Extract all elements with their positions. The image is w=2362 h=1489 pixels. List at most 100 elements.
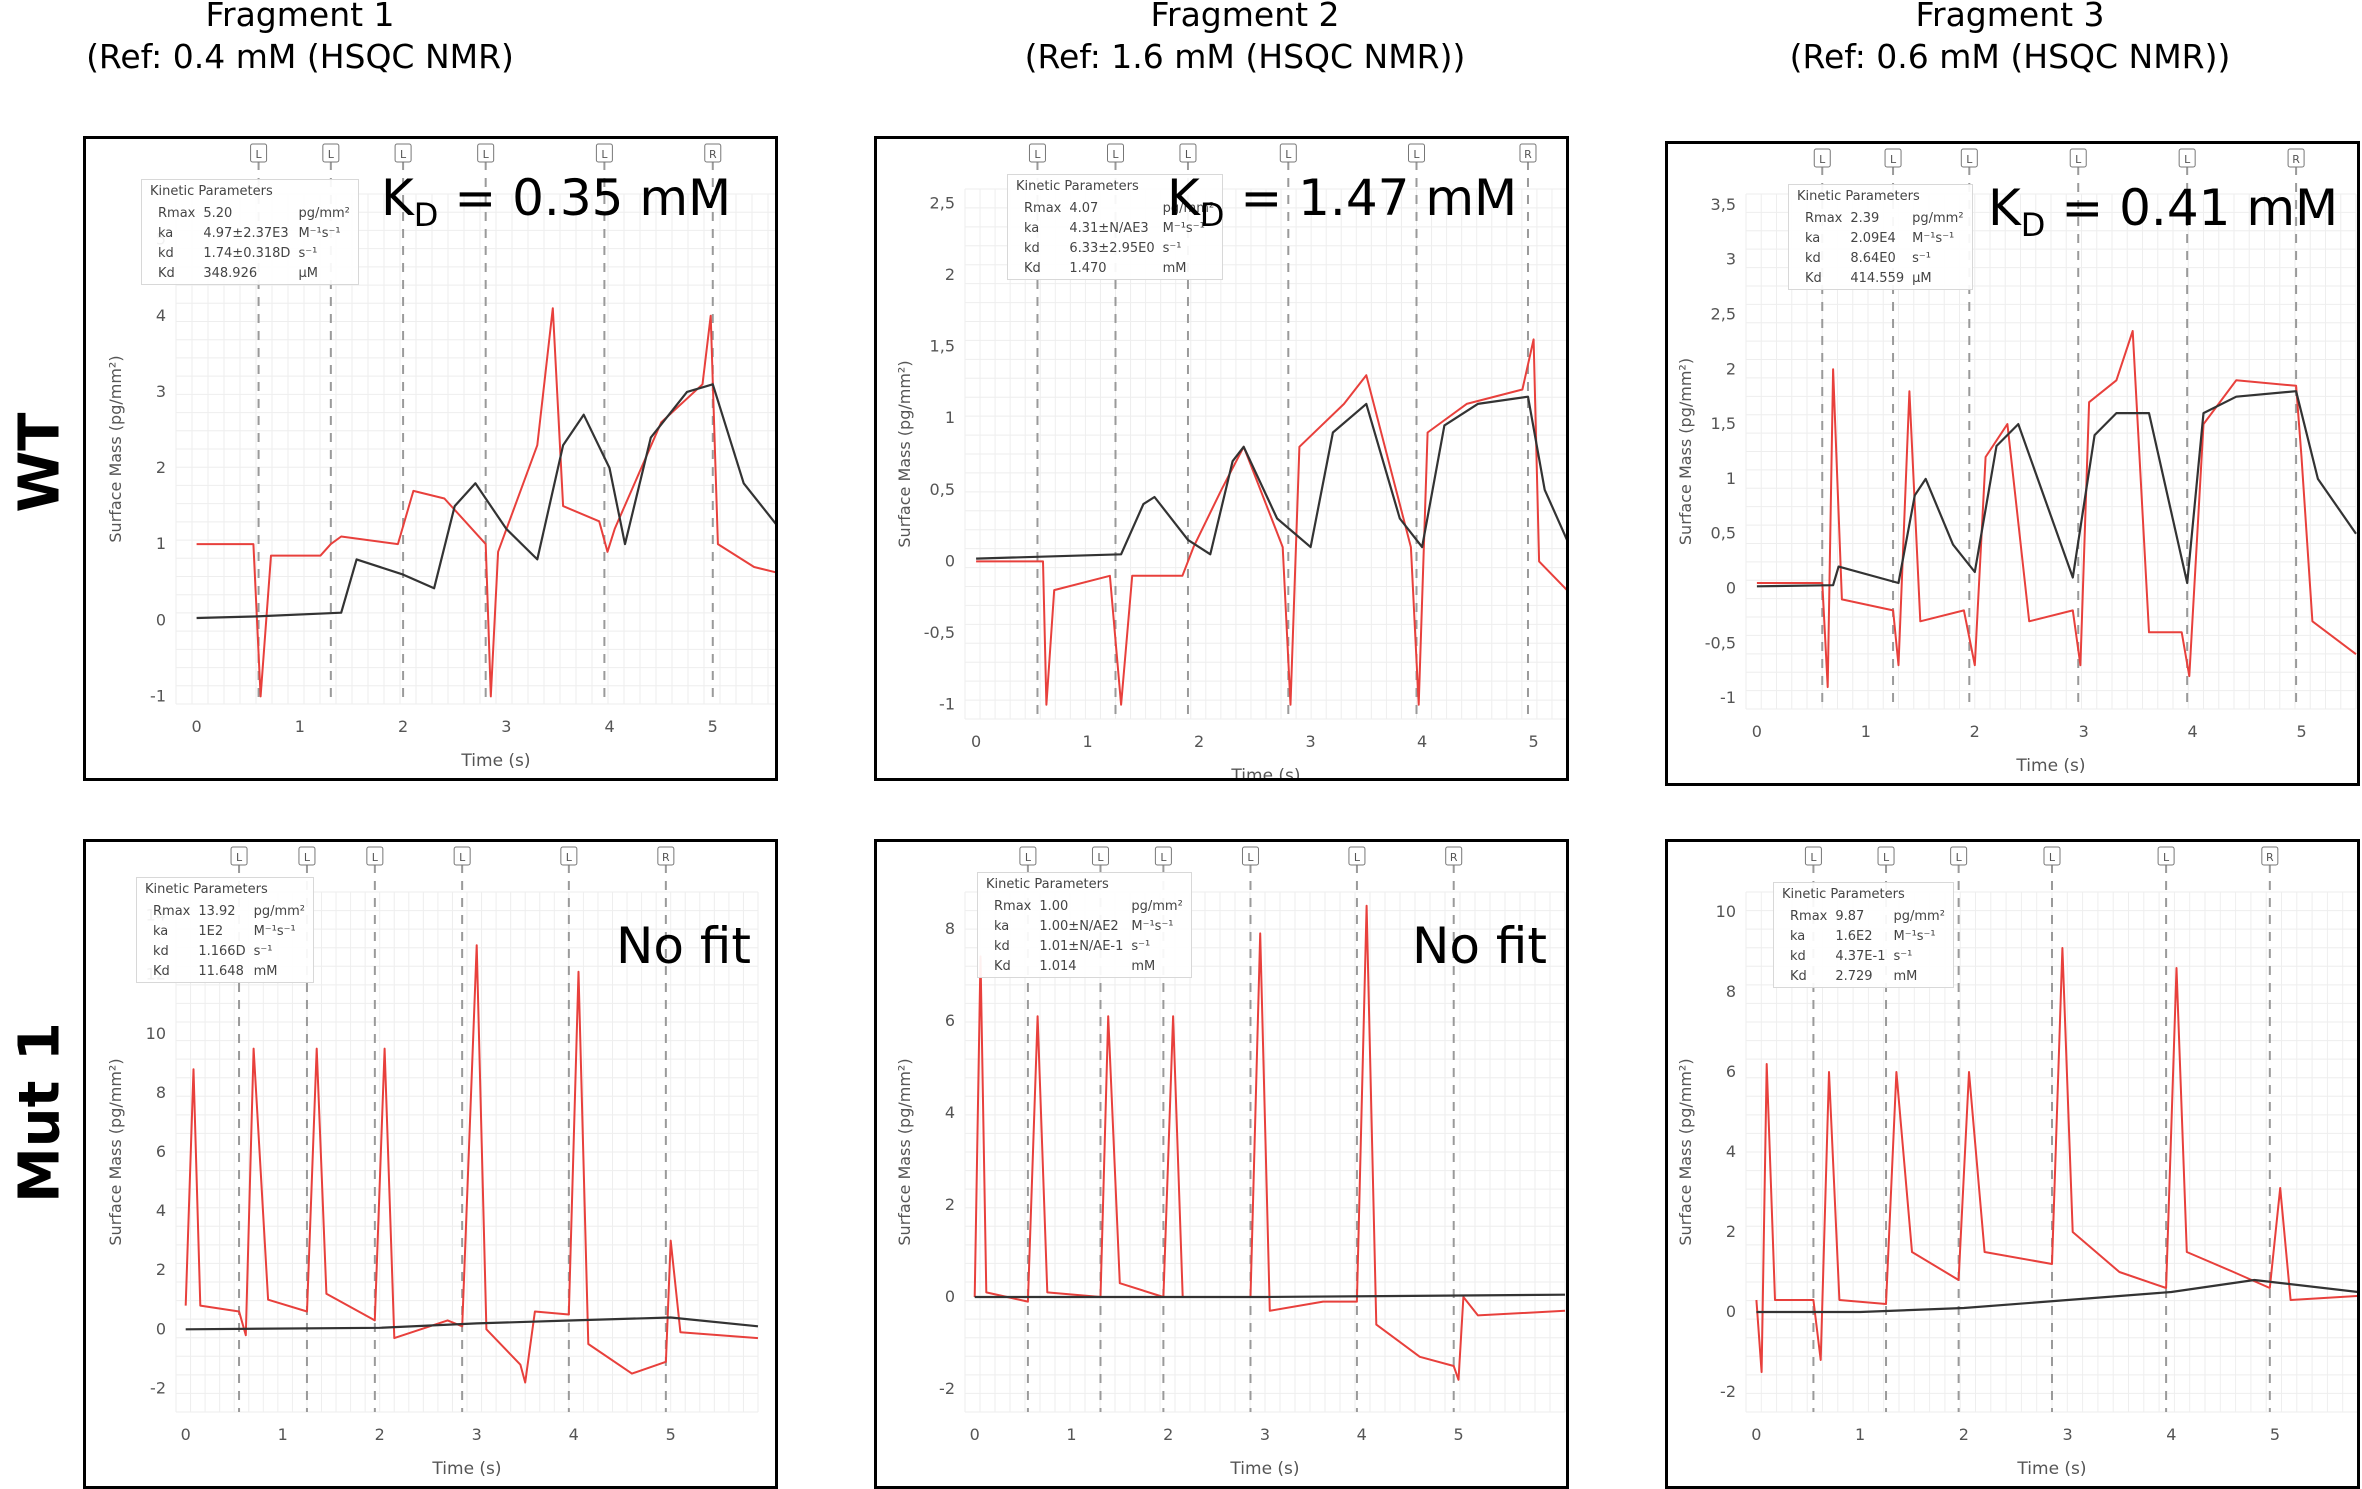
x-tick-label: 0 [181,1425,191,1444]
y-tick-label: 2 [945,265,955,284]
kd-annotation: KD = 0.41 mM [1988,179,2338,244]
injection-marker-box [1179,143,1197,163]
kinetic-parameter-unit: pg/mm² [1131,899,1183,914]
kinetic-parameter-value: 6.33±2.95E0 [1069,241,1155,256]
kinetic-parameter-value: 2.729 [1835,969,1873,984]
fit-line [1756,390,2357,588]
injection-marker-label: L [483,148,490,161]
kd-subscript: D [413,196,439,234]
fit-line [185,1316,759,1331]
kinetic-parameter-name: Rmax [158,206,196,221]
x-axis-label: Time (s) [1229,1459,1299,1479]
y-tick-label: 4 [1726,1142,1736,1161]
kinetic-parameter-row: Kd 11.648 mM [153,962,313,982]
x-tick-label: 2 [1959,1425,1969,1444]
kinetic-parameter-value: 1.014 [1039,959,1077,974]
kinetic-parameters-title: Kinetic Parameters [145,882,268,897]
kinetic-parameter-name: ka [158,226,174,241]
injection-marker-box [230,846,248,866]
injection-marker-box [560,846,578,866]
fit-line [974,1293,1566,1299]
kinetic-parameter-row: Kd 1.470 mM [1024,259,1222,279]
y-tick-label: 2 [156,458,166,477]
kinetic-parameters-box: Kinetic Parameters Rmax 13.92 pg/mm² ka 1E2 M⁻… [136,877,315,983]
kinetic-parameter-value: 1.74±0.318D [203,246,291,261]
kinetic-parameter-row: ka 4.31±N/AE3 M⁻¹s⁻¹ [1024,219,1222,239]
y-tick-label: 3,5 [1711,195,1736,214]
chart-mut1-fragment-3: L L L L L R -2 0 2 4 6 8 10 0 1 2 3 4 5 Time (s) Surface Mas… [1665,839,2360,1489]
injection-marker-box [1154,846,1172,866]
kinetic-parameter-name: kd [153,944,169,959]
kinetic-parameter-row: kd 1.166D s⁻¹ [153,942,313,962]
injection-marker-label: L [1354,851,1361,864]
kd-annotation: No fit [616,917,751,975]
kd-symbol: K [1988,179,2021,237]
y-tick-label: 8 [945,919,955,938]
fit-line [196,383,775,620]
x-tick-label: 2 [375,1425,385,1444]
kinetic-parameter-name: Kd [158,266,175,281]
kinetic-parameter-unit: pg/mm² [1162,201,1215,216]
kinetic-parameter-name: Kd [1790,969,1807,984]
kinetic-parameter-row: Rmax 2.39 pg/mm² [1805,209,1972,229]
kinetic-parameter-name: ka [1790,929,1806,944]
kinetic-parameter-value: 4.31±N/AE3 [1069,221,1149,236]
injection-marker-box [1877,846,1895,866]
kd-value: = 1.47 mM [1224,169,1518,227]
kinetic-parameter-value: 11.648 [198,964,244,979]
injection-marker-label: L [256,148,263,161]
kinetic-parameter-value: 4.97±2.37E3 [203,226,289,241]
y-tick-label: 0,5 [1711,524,1736,543]
kinetic-parameter-row: Kd 348.926 µM [158,264,358,284]
injection-marker-label: R [709,148,717,161]
injection-marker-box [1091,846,1109,866]
x-tick-label: 4 [2188,722,2198,741]
column-title-2-line1: Fragment 2 [1150,0,1340,34]
kinetic-parameter-value: 13.92 [198,904,236,919]
y-tick-label: -2 [939,1379,955,1398]
injection-marker-label: L [1247,851,1254,864]
kd-annotation: No fit [1412,917,1547,975]
injection-marker-box [1445,846,1463,866]
kinetic-parameter-unit: M⁻¹s⁻¹ [1131,919,1174,934]
kinetic-parameter-value: 5.20 [203,206,233,221]
injection-marker-label: L [1112,148,1119,161]
kinetic-parameter-unit: mM [253,964,278,979]
kinetic-parameter-name: kd [158,246,174,261]
kinetic-parameter-unit: s⁻¹ [1131,939,1151,954]
y-tick-label: 0 [945,551,955,570]
x-axis-label: Time (s) [2016,1459,2086,1479]
injection-marker-label: L [1413,148,1420,161]
kinetic-parameter-row: Rmax 4.07 pg/mm² [1024,199,1222,219]
x-tick-label: 0 [1752,722,1762,741]
y-tick-label: 2 [156,1260,166,1279]
kd-value: = 0.35 mM [438,169,732,227]
injection-marker-box [394,143,412,163]
injection-marker-label: L [328,148,335,161]
kinetic-parameter-name: Rmax [153,904,191,919]
x-axis-label: Time (s) [431,1459,501,1479]
y-tick-label: 0 [1726,578,1736,597]
injection-marker-box [1813,148,1831,168]
kinetic-parameter-name: ka [1024,221,1040,236]
y-tick-label: 0 [1726,1302,1736,1321]
kinetic-parameters-title: Kinetic Parameters [986,877,1109,892]
kinetic-parameter-unit: M⁻¹s⁻¹ [1893,929,1936,944]
x-axis-label: Time (s) [2015,756,2085,776]
kinetic-parameters-box: Kinetic Parameters Rmax 9.87 pg/mm² ka 1.6E2 M… [1773,882,1954,988]
measured-signal-line [976,338,1566,706]
y-tick-label: 1 [945,408,955,427]
kinetic-parameter-value: 1.470 [1069,261,1107,276]
injection-marker-label: R [2266,851,2274,864]
kinetic-parameter-value: 1.00 [1039,899,1069,914]
injection-marker-box [1279,143,1297,163]
chart-mut1-fragment-2: L L L L L R -2 0 2 4 6 8 0 1 2 3 4 5 Time (s) Surface Mass … [874,839,1569,1489]
x-tick-label: 4 [1417,732,1427,751]
x-tick-label: 1 [295,717,305,736]
kinetic-parameter-value: 9.87 [1835,909,1865,924]
kinetic-parameter-unit: mM [1162,261,1187,276]
injection-marker-label: L [2049,851,2056,864]
x-tick-label: 0 [192,717,202,736]
kd-value: = 0.41 mM [2045,179,2339,237]
